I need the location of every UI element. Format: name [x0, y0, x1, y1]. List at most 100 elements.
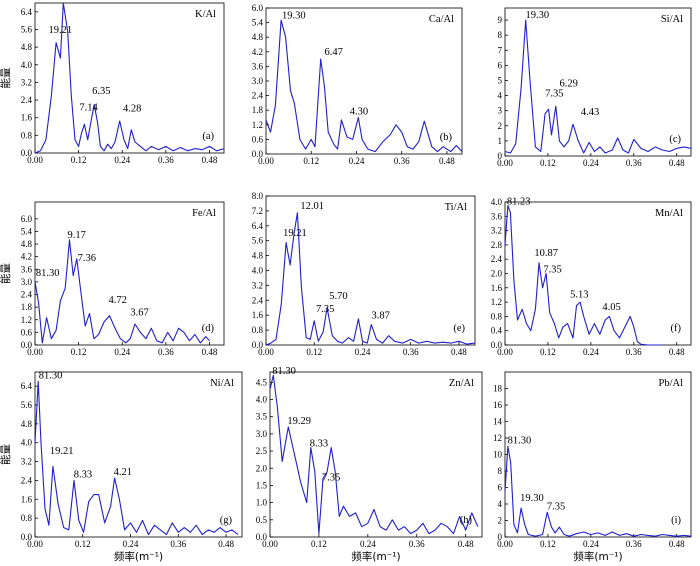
x-tick-label: 0.12 — [75, 539, 91, 549]
y-tick-label: 0.4 — [491, 326, 503, 336]
y-tick-label: 6.4 — [21, 381, 33, 391]
peak-label: 7.35 — [322, 473, 340, 484]
y-tick-label: 0.8 — [21, 130, 33, 140]
x-tick-label: 0.12 — [306, 347, 322, 357]
y-tick-label: 3.2 — [21, 457, 32, 467]
y-tick-label: 5 — [498, 75, 503, 85]
x-tick-label: 0.36 — [626, 158, 642, 168]
peak-label: 10.22 — [68, 0, 92, 3]
y-tick-label: 0 — [498, 151, 503, 161]
peak-label: 3.67 — [130, 308, 148, 319]
y-tick-label: 1.8 — [21, 302, 33, 312]
y-tick-label: 4.5 — [256, 377, 268, 387]
x-tick-label: 0.36 — [158, 155, 174, 165]
y-tick-label: 1 — [498, 136, 503, 146]
y-tick-label: 3.5 — [256, 412, 268, 422]
plot-frame — [504, 371, 692, 538]
peak-label: 19.21 — [50, 446, 74, 457]
x-tick-label: 0.48 — [451, 347, 467, 357]
y-tick-label: 4 — [498, 499, 503, 509]
y-tick-label: 2.4 — [252, 91, 264, 101]
x-tick-label: 0.00 — [497, 347, 513, 357]
x-tick-label: 0.24 — [114, 347, 130, 357]
panel-letter: (g) — [220, 515, 233, 526]
x-tick-label: 0.00 — [262, 539, 278, 549]
x-tick-label: 0.12 — [71, 347, 87, 357]
x-tick-label: 0.48 — [439, 156, 455, 166]
y-tick-label: 2.4 — [491, 254, 503, 264]
plot-frame — [34, 2, 225, 154]
peak-label: 4.21 — [114, 467, 132, 478]
peak-label: 7.14 — [79, 102, 98, 113]
peak-label: 7.35 — [316, 304, 334, 315]
x-tick-label: 0.00 — [258, 347, 274, 357]
peak-label: 4.30 — [350, 107, 368, 118]
x-tick-label: 0.12 — [540, 158, 556, 168]
peak-label: 81.30 — [272, 366, 296, 377]
peak-label: 81.23 — [507, 196, 531, 207]
panel-3: 0.00 0.12 0.24 0.36 0.48 0 1 2 3 4 5 6 7 8 9 19.30 7.356… — [497, 7, 692, 168]
y-tick-label: 4.8 — [21, 42, 33, 52]
x-tick-label: 0.00 — [27, 539, 43, 549]
peak-label: 7.35 — [545, 88, 563, 99]
panel-8: 0.00 0.12 0.24 0.36 0.48 0.0 0.5 1.0 1.5 2.0 2.5 3.… — [256, 366, 483, 563]
x-tick-label: 0.00 — [27, 155, 43, 165]
y-tick-label: 5.6 — [21, 400, 33, 410]
panel-9: 0.00 0.12 0.24 0.36 0.48 0 2 4 6 8 10 12 14 16 18 81.30… — [493, 371, 692, 563]
peak-label: 19.21 — [283, 228, 307, 239]
y-tick-label: 0.0 — [21, 532, 33, 542]
y-tick-label: 3.6 — [21, 264, 33, 274]
y-tick-label: 4.2 — [21, 252, 32, 262]
y-tick-label: 0.8 — [21, 513, 33, 523]
peak-label: 4.43 — [581, 107, 599, 118]
y-tick-label: 0.0 — [491, 340, 503, 350]
y-tick-label: 0.6 — [252, 134, 264, 144]
y-tick-label: 16 — [493, 400, 503, 410]
y-tick-label: 8 — [498, 30, 503, 40]
y-tick-label: 5.6 — [252, 236, 264, 246]
x-tick-label: 0.36 — [158, 347, 174, 357]
x-tick-label: 0.12 — [311, 539, 327, 549]
y-tick-label: 18 — [493, 384, 503, 394]
x-axis-label: 频率(m⁻¹) — [351, 550, 400, 563]
y-tick-label: 9 — [498, 15, 503, 25]
y-tick-label: 4.0 — [491, 197, 503, 207]
plot-frame — [34, 201, 225, 346]
y-tick-label: 10 — [493, 450, 503, 460]
y-tick-label: 2.4 — [21, 95, 33, 105]
x-tick-label: 0.00 — [27, 347, 43, 357]
y-tick-label: 8.0 — [252, 191, 264, 201]
y-tick-label: 7.2 — [252, 206, 263, 216]
y-tick-label: 7 — [498, 45, 503, 55]
y-tick-label: 0.0 — [252, 340, 264, 350]
x-tick-label: 0.24 — [349, 156, 365, 166]
y-tick-label: 3.0 — [21, 277, 33, 287]
y-tick-label: 5.4 — [252, 18, 264, 28]
y-tick-label: 1.8 — [252, 105, 264, 115]
y-axis-label: 能量 — [0, 263, 12, 284]
peak-label: 6.29 — [559, 79, 577, 90]
y-tick-label: 0.5 — [256, 515, 268, 525]
y-tick-label: 6.4 — [252, 221, 264, 231]
x-tick-label: 0.12 — [71, 155, 87, 165]
peak-label: 4.72 — [109, 295, 127, 306]
panel-title: Mn/Al — [655, 208, 683, 219]
series-line — [265, 212, 476, 346]
y-tick-label: 2.5 — [256, 446, 268, 456]
y-tick-label: 0.0 — [256, 532, 268, 542]
x-tick-label: 0.24 — [114, 155, 130, 165]
x-tick-label: 0.36 — [626, 347, 642, 357]
series-line — [34, 380, 239, 536]
panel-6: 0.00 0.12 0.24 0.36 0.48 0.0 0.4 0.8 1.2 1.6 2.0 2.… — [491, 196, 692, 357]
y-tick-label: 2 — [498, 121, 503, 131]
y-tick-label: 0.8 — [252, 325, 264, 335]
peak-label: 4.05 — [602, 302, 620, 313]
y-tick-label: 4.2 — [252, 47, 263, 57]
y-tick-label: 3.2 — [21, 77, 32, 87]
x-tick-label: 0.48 — [218, 539, 234, 549]
plot-frame — [269, 371, 483, 538]
panel-letter: (f) — [671, 323, 682, 334]
y-tick-label: 6.0 — [252, 3, 264, 13]
y-tick-label: 2.4 — [21, 290, 33, 300]
